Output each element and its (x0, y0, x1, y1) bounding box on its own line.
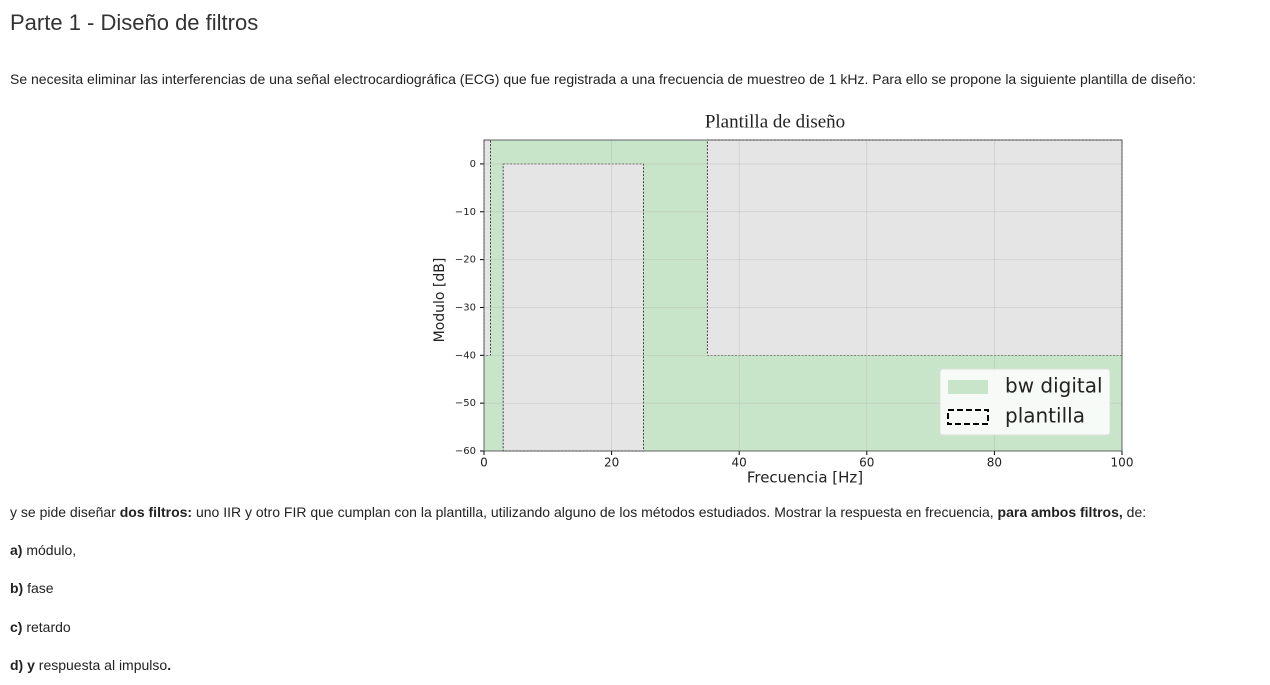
chart: Plantilla de diseño Frecuencia [Hz] Modu… (432, 111, 1134, 487)
x-tick-label: 0 (480, 456, 488, 470)
bold-text: para ambos filtros, (997, 504, 1123, 520)
x-tick-label: 80 (987, 456, 1002, 470)
bold-text: dos filtros: (119, 504, 193, 520)
bold-text: . (167, 657, 172, 673)
x-tick-label: 20 (604, 456, 619, 470)
text: módulo, (22, 542, 77, 558)
intro: Se necesita eliminar las interferencias … (10, 71, 1197, 87)
title: Parte 1 - Diseño de filtros (10, 10, 259, 35)
y-tick-label: −40 (455, 350, 476, 361)
y-tick-label: −60 (455, 446, 476, 457)
chart-title: Plantilla de diseño (705, 111, 845, 132)
x-label: Frecuencia [Hz] (747, 469, 863, 487)
list-item: a) módulo, (10, 542, 76, 558)
bold-text: a) (10, 542, 23, 558)
text: respuesta al impulso (34, 657, 168, 673)
legend-swatch (947, 409, 989, 425)
y-label: Modulo [dB] (432, 258, 448, 343)
legend-swatch (948, 380, 988, 394)
y-tick-label: −10 (455, 207, 476, 218)
y-tick-label: −50 (455, 398, 476, 409)
legend-label: plantilla (1005, 404, 1085, 428)
list-item: d) y respuesta al impulso. (10, 657, 171, 673)
template-region (483, 139, 491, 356)
y-tick-label: −30 (455, 302, 476, 313)
list-item: b) fase (10, 580, 54, 596)
legend-label: bw digital (1005, 374, 1103, 398)
x-tick-label: 100 (1111, 456, 1134, 470)
axes-frame (483, 139, 1123, 452)
request: y se pide diseñar dos filtros: uno IIR y… (10, 504, 1146, 520)
x-tick-label: 60 (859, 456, 874, 470)
template-region (706, 139, 1123, 356)
y-tick-label: 0 (470, 159, 476, 170)
bold-text: d) y (10, 657, 35, 673)
text: y se pide diseñar (10, 504, 120, 520)
list-item: c) retardo (10, 619, 71, 635)
x-tick-label: 40 (732, 456, 747, 470)
text: uno IIR y otro FIR que cumplan con la pl… (192, 504, 998, 520)
bold-text: c) (10, 619, 23, 635)
text: retardo (22, 619, 71, 635)
y-tick-label: −20 (455, 255, 476, 266)
bold-text: b) (10, 580, 24, 596)
text: de: (1122, 504, 1147, 520)
text: fase (23, 580, 54, 596)
